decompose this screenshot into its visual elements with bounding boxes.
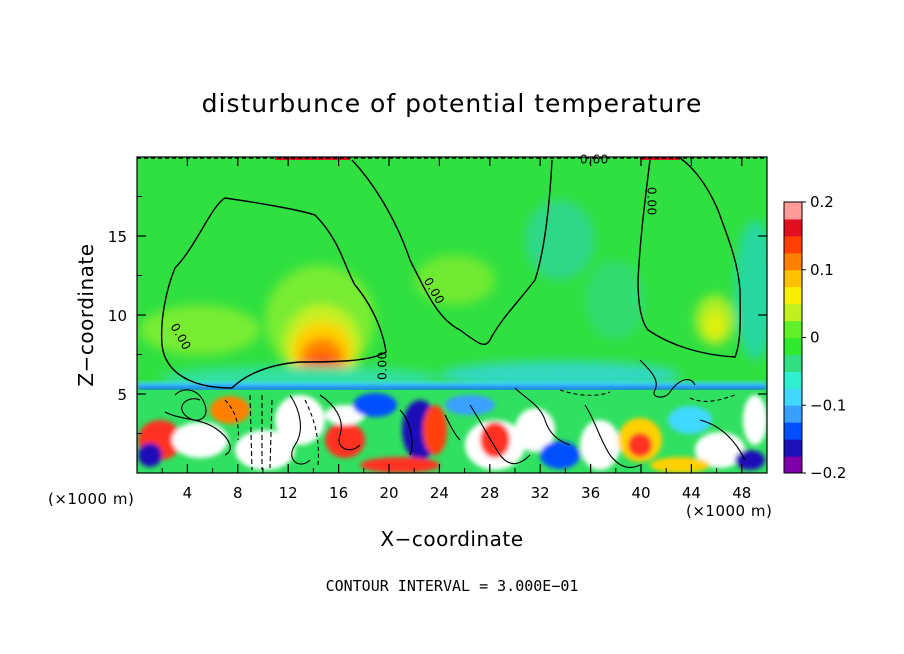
x-tick-label: 20 bbox=[379, 484, 398, 502]
contour-label: 0.00 bbox=[644, 187, 658, 216]
colorbar-swatch bbox=[784, 388, 802, 406]
x-tick-label: 28 bbox=[480, 484, 499, 502]
colorbar-swatch bbox=[784, 202, 802, 220]
interface-band bbox=[137, 382, 767, 390]
contour-zero-right bbox=[637, 157, 741, 358]
x-tick-label: 24 bbox=[430, 484, 449, 502]
x-unit-right: (×1000 m) bbox=[686, 502, 772, 520]
x-tick-label: 48 bbox=[732, 484, 751, 502]
colorbar-swatch bbox=[784, 269, 802, 288]
contour-zero-left bbox=[160, 197, 387, 389]
colorbar-tick-label: 0.2 bbox=[810, 193, 834, 211]
y-axis-label: Z−coordinate bbox=[74, 243, 98, 386]
heatmap-field bbox=[137, 157, 767, 473]
colorbar-swatch bbox=[784, 422, 802, 440]
y-tick-label: 5 bbox=[117, 386, 127, 404]
x-tick-label: 4 bbox=[183, 484, 193, 502]
x-tick-label: 44 bbox=[682, 484, 701, 502]
x-unit-left: (×1000 m) bbox=[48, 490, 134, 508]
contour-label: 0.00 bbox=[375, 351, 389, 380]
colorbar-swatch bbox=[784, 235, 802, 254]
colorbar-swatch bbox=[784, 354, 802, 372]
colorbar-tick-label: −0.1 bbox=[810, 396, 846, 414]
y-tick-label: 10 bbox=[108, 307, 127, 325]
contour-lines bbox=[137, 157, 767, 471]
x-tick-label: 12 bbox=[279, 484, 298, 502]
x-axis-ticks: 4 8 12 16 20 24 28 32 36 40 44 48 bbox=[161, 157, 751, 502]
colorbar-swatch bbox=[784, 252, 802, 271]
x-tick-label: 32 bbox=[531, 484, 550, 502]
colorbar-tick-label: 0 bbox=[810, 329, 820, 347]
chart-title: disturbunce of potential temperature bbox=[202, 89, 703, 118]
contour-zero-mid bbox=[351, 159, 553, 345]
contour-interval-footer: CONTOUR INTERVAL = 3.000E−01 bbox=[326, 577, 579, 595]
x-tick-label: 8 bbox=[233, 484, 243, 502]
lower-layer-eddies bbox=[138, 393, 767, 473]
x-tick-label: 16 bbox=[329, 484, 348, 502]
x-axis-label: X−coordinate bbox=[380, 527, 523, 551]
colorbar-swatch bbox=[784, 303, 802, 322]
contour-label: 0.60 bbox=[580, 152, 609, 166]
y-tick-label: 15 bbox=[108, 228, 127, 246]
colorbar-swatch bbox=[784, 337, 802, 355]
colorbar: 0.2 0.1 0 −0.1 −0.2 bbox=[783, 193, 846, 482]
y-axis-ticks: 5 10 15 bbox=[108, 196, 767, 434]
colorbar-swatch bbox=[784, 456, 802, 474]
colorbar-swatch bbox=[784, 439, 802, 457]
colorbar-swatch bbox=[784, 286, 802, 305]
x-tick-label: 36 bbox=[581, 484, 600, 502]
contour-dashed-negative bbox=[224, 389, 736, 466]
colorbar-swatch bbox=[784, 320, 802, 338]
colorbar-swatch bbox=[784, 371, 802, 389]
colorbar-tick-label: 0.1 bbox=[810, 261, 834, 279]
colorbar-swatch bbox=[784, 218, 802, 237]
x-tick-label: 40 bbox=[631, 484, 650, 502]
colorbar-swatch bbox=[784, 405, 802, 423]
contour-tangle-lower bbox=[164, 359, 746, 471]
colorbar-tick-label: −0.2 bbox=[810, 464, 846, 482]
